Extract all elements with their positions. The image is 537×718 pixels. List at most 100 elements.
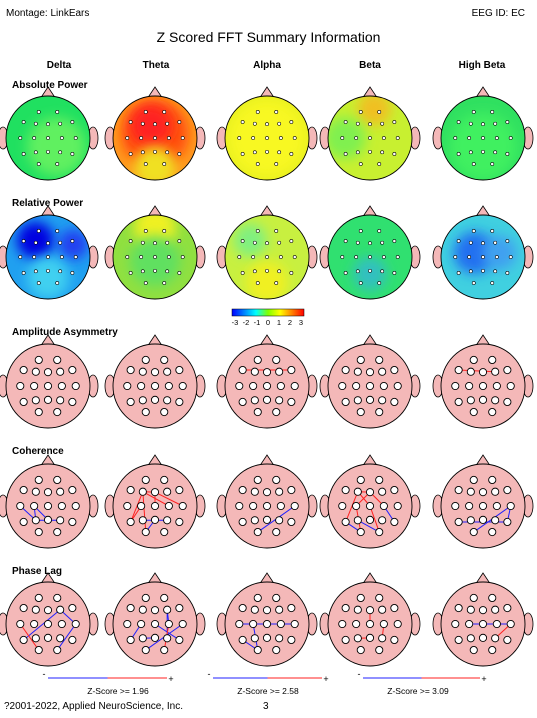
electrode — [249, 381, 258, 391]
electrode — [56, 516, 65, 525]
color-scale-tick-label: -1 — [254, 318, 261, 327]
electrode — [478, 606, 488, 615]
electrode — [126, 397, 135, 407]
electrode — [481, 149, 485, 154]
electrode — [368, 268, 372, 273]
relative-power-head-theta — [104, 205, 206, 300]
electrode — [30, 501, 39, 511]
electrode — [19, 365, 28, 375]
electrode — [277, 269, 282, 274]
electrode — [478, 395, 488, 404]
electrode — [137, 619, 146, 629]
electrode — [163, 634, 172, 643]
electrode — [456, 239, 461, 243]
electrode — [289, 120, 294, 124]
color-scale-tick-label: 0 — [266, 318, 270, 327]
electrode — [503, 365, 512, 375]
electrode — [138, 634, 147, 643]
electrode — [365, 501, 375, 511]
electrode — [71, 501, 80, 511]
electrode — [128, 271, 133, 275]
head-outline — [327, 214, 413, 300]
electrode — [160, 475, 169, 485]
electrode — [46, 122, 50, 127]
map-patch — [357, 96, 391, 126]
coherence-head-alpha — [216, 454, 318, 549]
electrode — [68, 603, 77, 613]
electrode — [138, 367, 147, 376]
electrode — [390, 517, 399, 527]
electrode — [341, 485, 350, 495]
electrode — [392, 271, 397, 275]
electrode — [275, 634, 284, 643]
electrode — [341, 397, 350, 407]
band-header-delta: Delta — [46, 60, 72, 71]
electrode — [150, 368, 160, 377]
electrode — [31, 605, 40, 614]
electrode — [162, 110, 167, 114]
electrode — [375, 407, 384, 417]
electrode — [70, 152, 75, 156]
electrode — [43, 619, 53, 629]
electrode — [290, 501, 299, 511]
electrode — [492, 619, 501, 629]
electrode — [353, 487, 362, 496]
electrode — [126, 603, 135, 613]
electrode — [253, 593, 262, 603]
electrode — [365, 395, 375, 404]
electrode — [356, 355, 365, 365]
electrode — [465, 619, 474, 629]
head-outline — [224, 581, 310, 667]
electrode — [490, 281, 495, 285]
electrode — [340, 255, 345, 259]
electrode — [356, 645, 365, 655]
electrode — [238, 635, 247, 645]
electrode — [481, 136, 485, 140]
electrode — [68, 365, 77, 375]
electrode — [21, 152, 26, 156]
electrode — [240, 120, 245, 124]
section-label-amplitude-asymmetry: Amplitude Asymmetry — [12, 327, 118, 338]
electrode — [33, 240, 38, 245]
electrode — [175, 635, 184, 645]
electrode — [56, 605, 65, 614]
electrode — [141, 407, 150, 417]
electrode — [356, 593, 365, 603]
electrode — [31, 367, 40, 376]
electrode — [338, 619, 347, 629]
electrode — [368, 149, 372, 154]
electrode — [71, 381, 80, 391]
electrode — [32, 136, 37, 140]
electrode — [365, 515, 375, 524]
electrode — [375, 527, 384, 537]
electrode — [265, 241, 269, 246]
footer-page-number: 3 — [263, 701, 269, 712]
electrode — [137, 381, 146, 391]
section-label-absolute-power: Absolute Power — [12, 80, 88, 91]
electrode — [451, 501, 460, 511]
electrode — [368, 136, 372, 140]
footer-copyright: ?2001-2022, Applied NeuroScience, Inc. — [4, 701, 184, 712]
head-outline — [112, 343, 198, 429]
electrode — [358, 281, 363, 285]
color-scale-tick-label: 3 — [299, 318, 303, 327]
electrode — [46, 255, 50, 259]
electrode — [353, 367, 362, 376]
electrode — [393, 501, 402, 511]
electrode — [505, 120, 510, 124]
electrode — [16, 501, 25, 511]
electrode — [471, 162, 476, 166]
absolute-power-head-delta — [0, 86, 99, 181]
electrode — [34, 407, 43, 417]
electrode — [276, 501, 285, 511]
electrode — [70, 120, 75, 124]
electrode — [368, 241, 372, 246]
electrode — [365, 368, 375, 377]
head-outline — [440, 214, 526, 300]
electrode — [378, 367, 387, 376]
electrode — [471, 281, 476, 285]
electrode — [31, 396, 40, 405]
head-outline — [327, 343, 413, 429]
electrode — [506, 619, 515, 629]
electrode — [73, 136, 78, 140]
